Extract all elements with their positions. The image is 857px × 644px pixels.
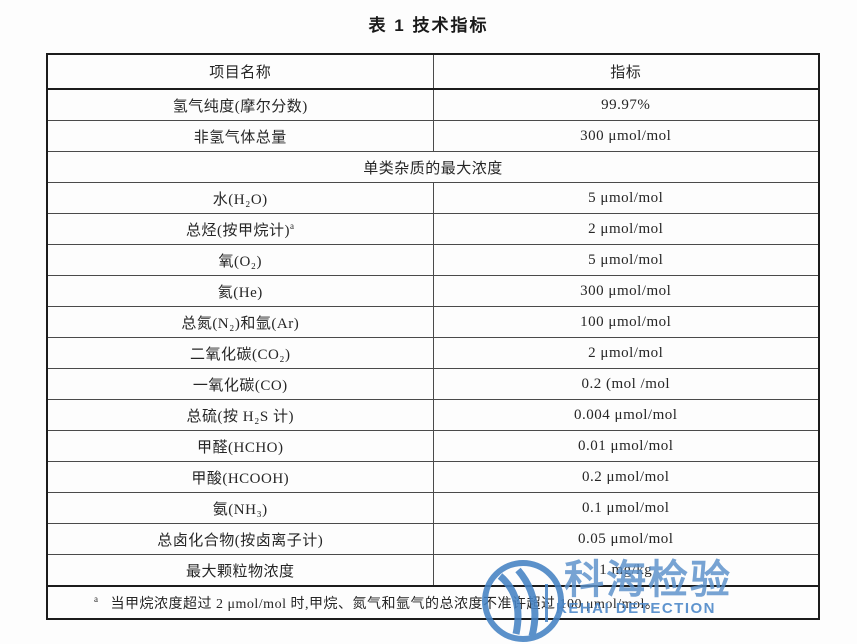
table-row: 氨(NH₃) 0.1 μmol/mol — [46, 492, 820, 524]
table-row: 水(H₂O) 5 μmol/mol — [46, 182, 820, 214]
item-name-cell: 总氮(N₂)和氩(Ar) — [46, 306, 434, 338]
table-row: 非氢气体总量 300 μmol/mol — [46, 120, 820, 152]
spec-table: 项目名称 指标 氢气纯度(摩尔分数) 99.97% 非氢气体总量 300 μmo… — [46, 53, 820, 620]
footnote-text: 当甲烷浓度超过 2 μmol/mol 时,甲烷、氮气和氩气的总浓度不准许超过 1… — [110, 596, 660, 612]
header-item-name: 项目名称 — [46, 53, 434, 90]
spec-value-cell: 0.2 (mol /mol — [432, 368, 820, 400]
spec-value-cell: 1 mg/kg — [432, 554, 820, 587]
spec-value-cell: 300 μmol/mol — [432, 275, 820, 307]
footnote-marker: a — [290, 220, 295, 231]
section-span-row: 单类杂质的最大浓度 — [46, 151, 820, 183]
spec-value-cell: 2 μmol/mol — [432, 213, 820, 245]
table-row: 一氧化碳(CO) 0.2 (mol /mol — [46, 368, 820, 400]
item-name-cell: 非氢气体总量 — [46, 120, 434, 152]
spec-value-cell: 0.01 μmol/mol — [432, 430, 820, 462]
table-row: 最大颗粒物浓度 1 mg/kg — [46, 554, 820, 587]
item-name-cell: 氢气纯度(摩尔分数) — [46, 88, 434, 121]
item-name-cell: 二氧化碳(CO₂) — [46, 337, 434, 369]
item-name-cell: 氦(He) — [46, 275, 434, 307]
item-name-cell: 甲醛(HCHO) — [46, 430, 434, 462]
table-row: 甲酸(HCOOH) 0.2 μmol/mol — [46, 461, 820, 493]
table-row: 甲醛(HCHO) 0.01 μmol/mol — [46, 430, 820, 462]
item-name-cell: 氧(O₂) — [46, 244, 434, 276]
spec-value-cell: 99.97% — [432, 88, 820, 121]
table-row: 总烃(按甲烷计)a 2 μmol/mol — [46, 213, 820, 245]
spec-value-cell: 5 μmol/mol — [432, 182, 820, 214]
section-title-cell: 单类杂质的最大浓度 — [46, 151, 820, 183]
table-row: 氦(He) 300 μmol/mol — [46, 275, 820, 307]
item-name-cell: 甲酸(HCOOH) — [46, 461, 434, 493]
spec-value-cell: 5 μmol/mol — [432, 244, 820, 276]
footnote-cell: a 当甲烷浓度超过 2 μmol/mol 时,甲烷、氮气和氩气的总浓度不准许超过 … — [46, 585, 820, 620]
table-header-row: 项目名称 指标 — [46, 53, 820, 90]
table-row: 总氮(N₂)和氩(Ar) 100 μmol/mol — [46, 306, 820, 338]
spec-value-cell: 100 μmol/mol — [432, 306, 820, 338]
item-name-cell: 总卤化合物(按卤离子计) — [46, 523, 434, 555]
document-page: 表 1 技术指标 项目名称 指标 氢气纯度(摩尔分数) 99.97% 非氢气体总… — [46, 16, 820, 642]
spec-value-cell: 0.2 μmol/mol — [432, 461, 820, 493]
spec-value-cell: 2 μmol/mol — [432, 337, 820, 369]
table-row: 二氧化碳(CO₂) 2 μmol/mol — [46, 337, 820, 369]
table-title: 表 1 技术指标 — [368, 16, 489, 35]
table-row: 总卤化合物(按卤离子计) 0.05 μmol/mol — [46, 523, 820, 555]
spec-value-cell: 0.1 μmol/mol — [432, 492, 820, 524]
header-spec: 指标 — [432, 53, 820, 90]
spec-value-cell: 0.004 μmol/mol — [432, 399, 820, 431]
footnote-marker: a — [94, 593, 99, 604]
spec-value-cell: 300 μmol/mol — [432, 120, 820, 152]
item-name-cell: 一氧化碳(CO) — [46, 368, 434, 400]
item-name-cell: 最大颗粒物浓度 — [46, 554, 434, 587]
item-name-cell: 总烃(按甲烷计)a — [46, 213, 434, 245]
table-row: 氧(O₂) 5 μmol/mol — [46, 244, 820, 276]
item-name-cell: 水(H₂O) — [46, 182, 434, 214]
table-row: 氢气纯度(摩尔分数) 99.97% — [46, 88, 820, 121]
footnote-row: a 当甲烷浓度超过 2 μmol/mol 时,甲烷、氮气和氩气的总浓度不准许超过 … — [46, 585, 820, 620]
table-row: 总硫(按 H₂S 计) 0.004 μmol/mol — [46, 399, 820, 431]
item-name-cell: 总硫(按 H₂S 计) — [46, 399, 434, 431]
spec-value-cell: 0.05 μmol/mol — [432, 523, 820, 555]
item-name-cell: 氨(NH₃) — [46, 492, 434, 524]
